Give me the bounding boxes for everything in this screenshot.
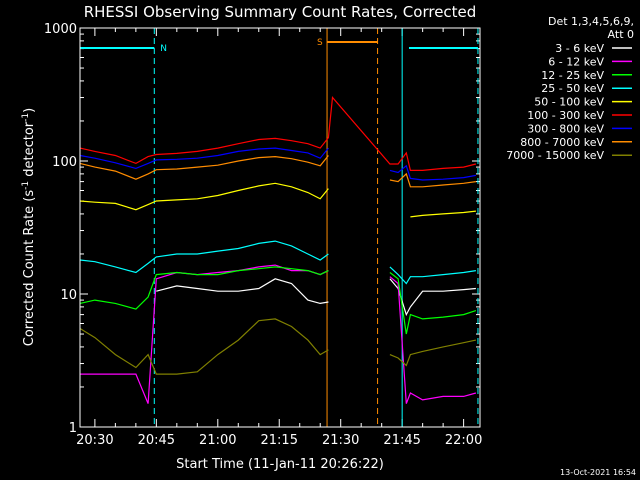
legend-header-line-2: Att 0 (608, 28, 634, 41)
plot-frame (80, 28, 480, 427)
legend-entry-label: 12 - 25 keV (541, 69, 604, 82)
legend-entry-label: 3 - 6 keV (555, 42, 604, 55)
timestamp: 13-Oct-2021 16:54 (560, 468, 636, 477)
x-tick-label: 21:00 (199, 433, 236, 448)
legend-header-line-1: Det 1,3,4,5,6,9, (548, 15, 634, 28)
y-axis-label-exp-1: -1 (21, 181, 31, 190)
flag-label: N (160, 44, 167, 54)
x-tick-label: 21:15 (261, 433, 298, 448)
y-tick-label: 1 (69, 421, 77, 436)
y-axis-label: Corrected Count Rate (s-1 detector-1) (21, 108, 37, 346)
legend-entry-label: 800 - 7000 keV (520, 136, 604, 149)
legend-entry-label: 300 - 800 keV (527, 122, 604, 135)
series-line (80, 98, 476, 171)
legend-entry-label: 6 - 12 keV (548, 55, 604, 68)
series-line (156, 279, 476, 315)
legend-entry-label: 25 - 50 keV (541, 82, 604, 95)
x-tick-label: 21:30 (322, 433, 359, 448)
series-line (80, 148, 476, 180)
y-axis-label-exp-2: -1 (21, 113, 31, 122)
flag-label: S (317, 38, 323, 48)
y-tick-label: 100 (52, 155, 77, 170)
chart-title: RHESSI Observing Summary Count Rates, Co… (84, 3, 477, 21)
series-line (80, 319, 476, 374)
legend-entry-label: 7000 - 15000 keV (506, 149, 604, 162)
series-line (80, 183, 476, 217)
legend-entry-label: 50 - 100 keV (534, 96, 604, 109)
series-line (80, 241, 476, 283)
series-line (80, 265, 476, 404)
y-tick-label: 10 (60, 288, 77, 303)
series-line (80, 156, 476, 187)
y-axis-label-part-3: ) (22, 108, 37, 113)
x-tick-label: 22:00 (445, 433, 482, 448)
x-tick-label: 20:30 (76, 433, 113, 448)
y-axis-label-part-1: Corrected Count Rate (s (22, 190, 37, 347)
y-axis-label-part-2: detector (22, 121, 37, 181)
plot-layer: 20:30 20:45 21:00 21:15 21:30 21:45 22:00 1 10 10… (44, 22, 482, 448)
x-axis-label: Start Time (11-Jan-11 20:26:22) (176, 457, 384, 472)
x-tick-label: 21:45 (383, 433, 420, 448)
legend-entry-label: 100 - 300 keV (527, 109, 604, 122)
x-tick-label: 20:45 (138, 433, 175, 448)
y-tick-label: 1000 (44, 22, 77, 37)
